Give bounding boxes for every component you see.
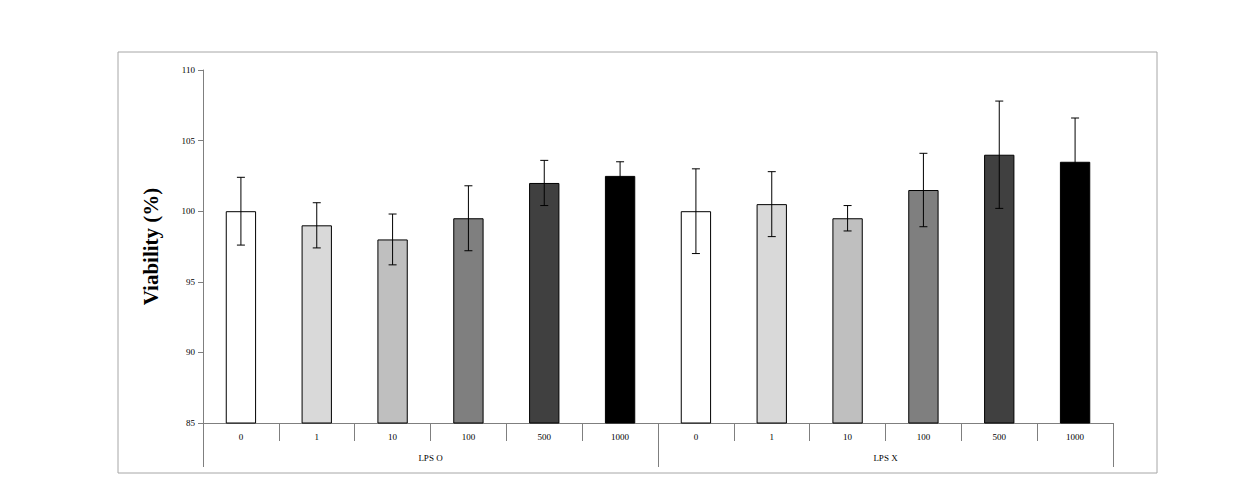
svg-text:100: 100 [917,432,931,442]
svg-text:90: 90 [186,347,196,357]
svg-text:110: 110 [182,65,196,75]
svg-text:1000: 1000 [611,432,630,442]
svg-text:1: 1 [315,432,320,442]
svg-text:1000: 1000 [1066,432,1085,442]
svg-text:10: 10 [388,432,398,442]
svg-text:500: 500 [993,432,1007,442]
svg-text:85: 85 [186,418,196,428]
svg-text:100: 100 [462,432,476,442]
svg-text:95: 95 [186,277,196,287]
svg-text:1: 1 [770,432,775,442]
svg-text:LPS X: LPS X [873,453,898,463]
svg-text:105: 105 [182,136,196,146]
svg-text:0: 0 [239,432,244,442]
svg-text:500: 500 [538,432,552,442]
svg-text:Viability (%): Viability (%) [139,188,163,306]
svg-text:100: 100 [182,206,196,216]
svg-text:LPS O: LPS O [418,453,443,463]
svg-text:10: 10 [843,432,853,442]
svg-text:0: 0 [694,432,699,442]
